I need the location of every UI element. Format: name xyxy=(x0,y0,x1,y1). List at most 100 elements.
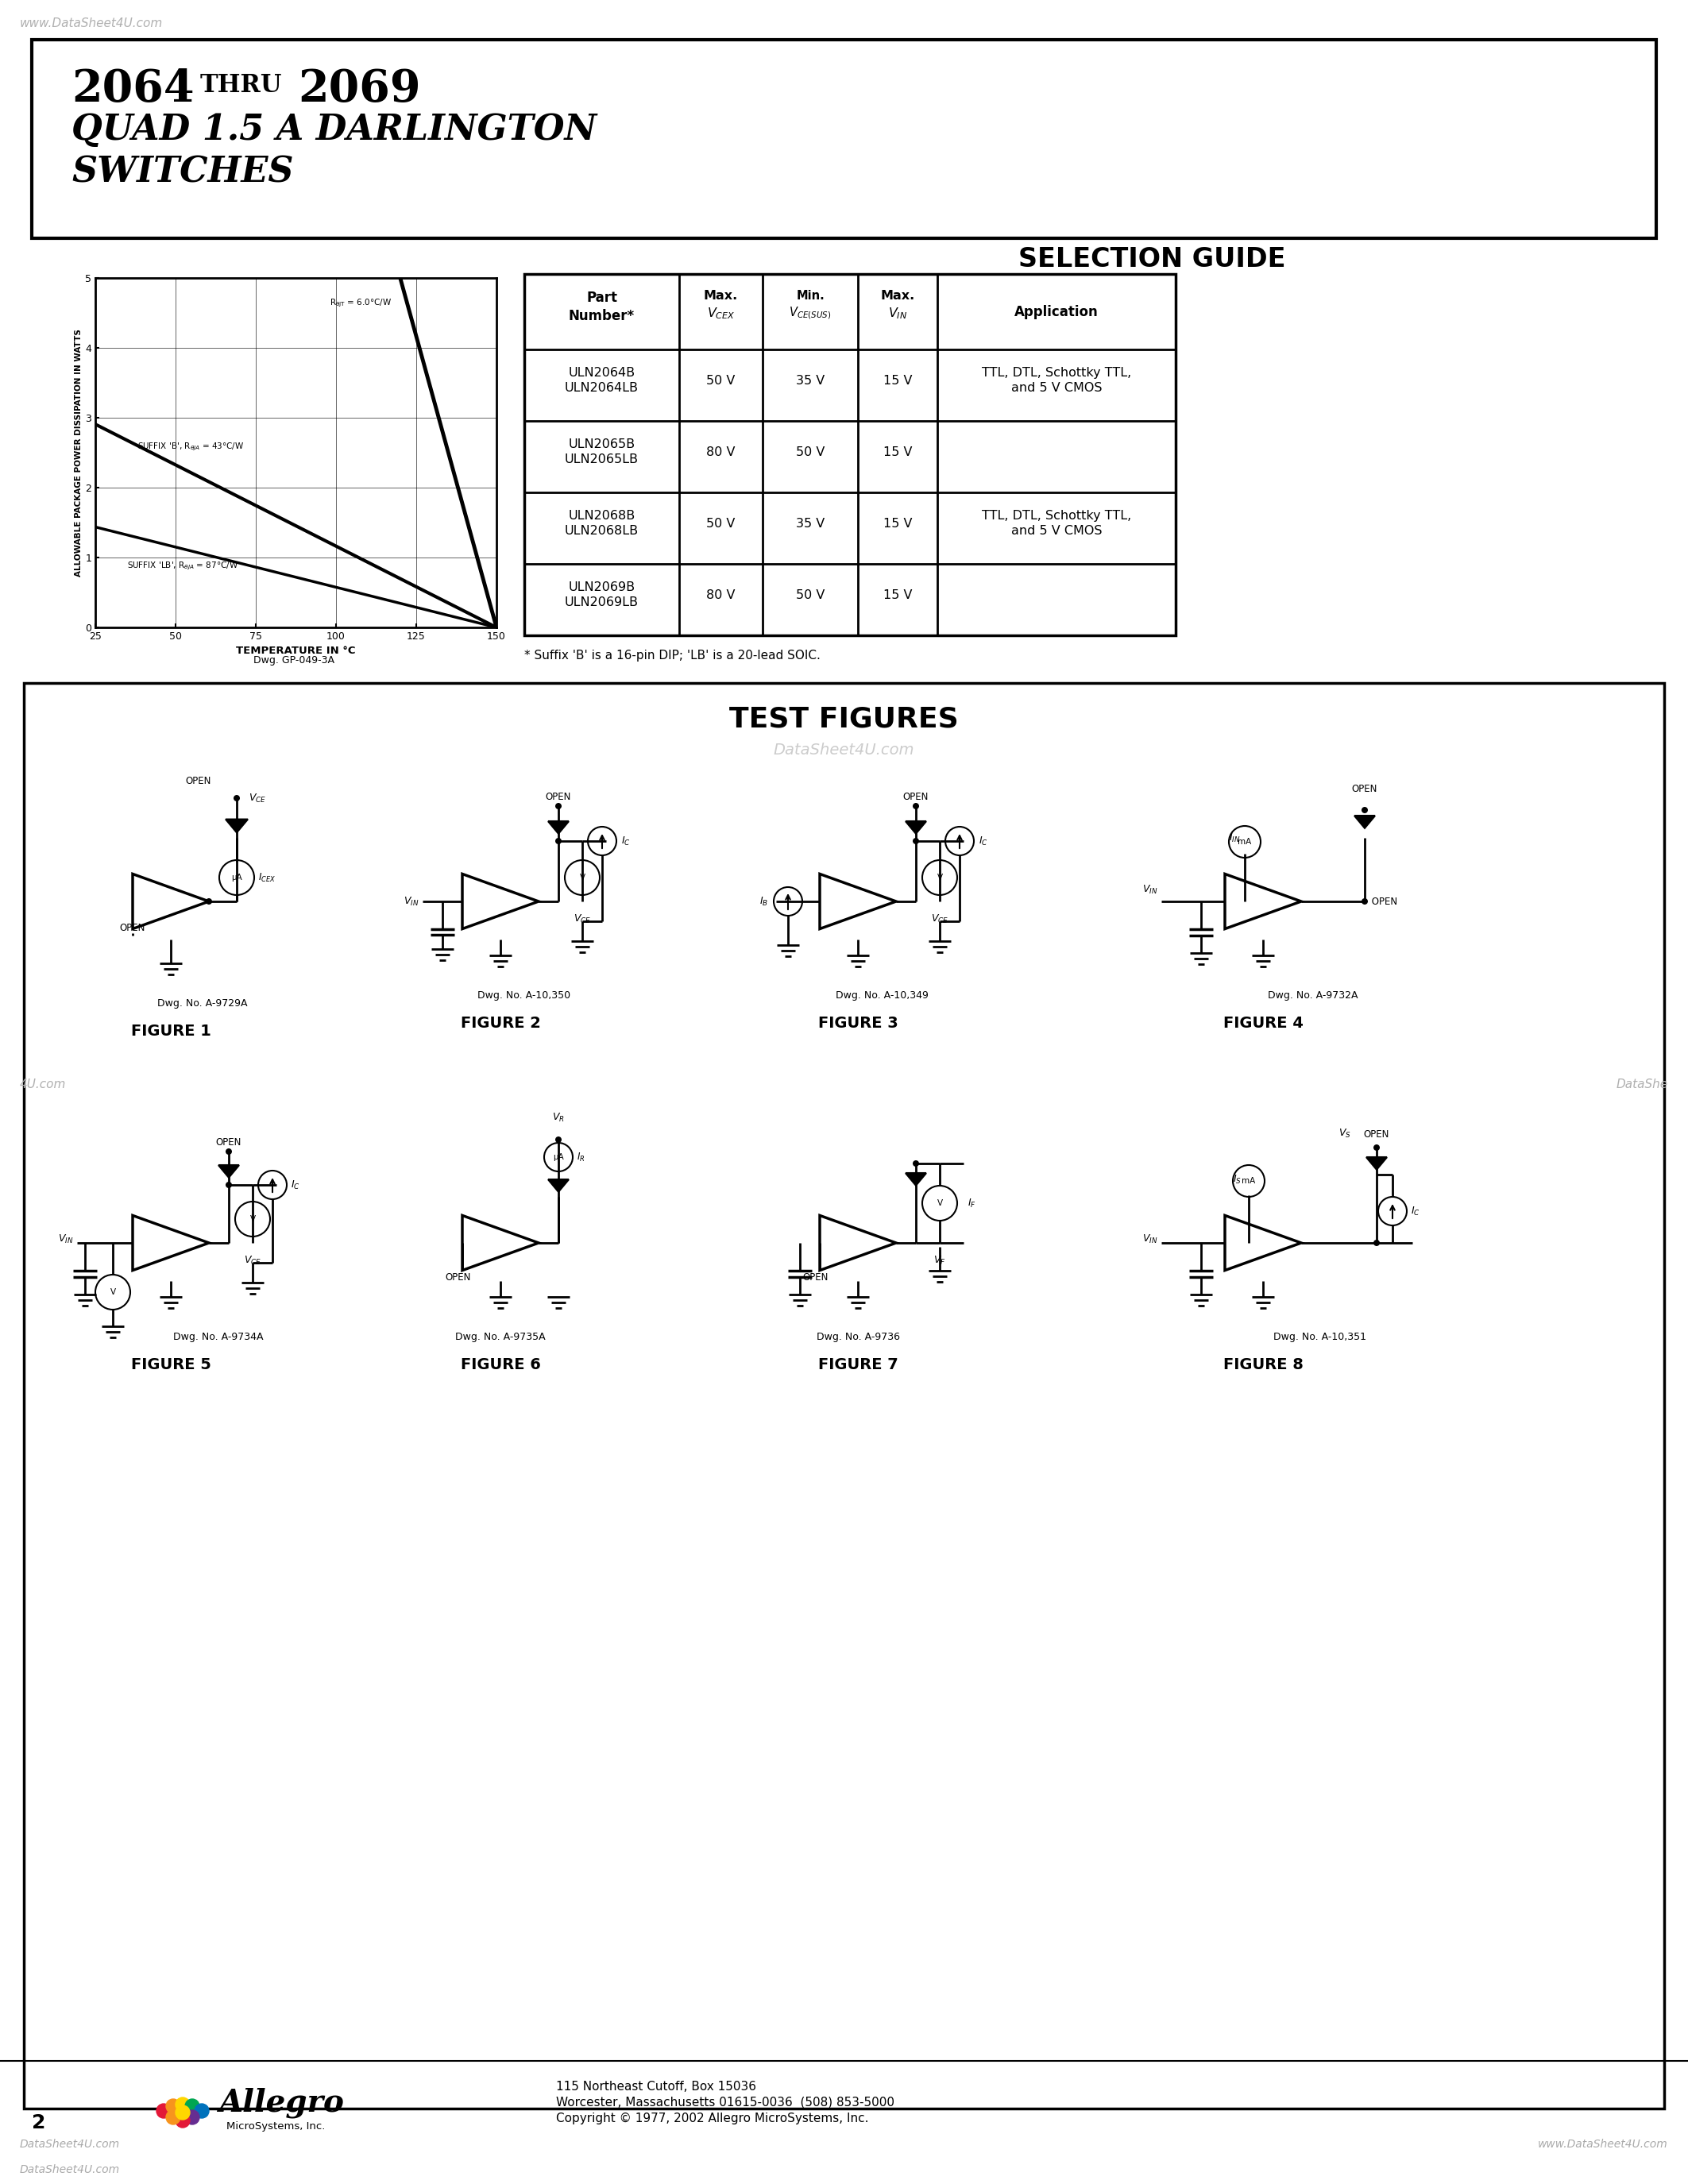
Circle shape xyxy=(1374,1144,1379,1151)
Circle shape xyxy=(565,860,599,895)
Text: ULN2069B
ULN2069LB: ULN2069B ULN2069LB xyxy=(565,581,638,609)
Text: OPEN: OPEN xyxy=(1364,1129,1389,1140)
Text: OPEN: OPEN xyxy=(446,1271,471,1282)
Text: $V_{IN}$: $V_{IN}$ xyxy=(57,1234,73,1245)
Text: $V_{CE}$: $V_{CE}$ xyxy=(248,793,267,804)
Text: www.DataSheet4U.com: www.DataSheet4U.com xyxy=(20,17,164,28)
Text: FIGURE 8: FIGURE 8 xyxy=(1222,1356,1303,1372)
Text: $I_S$: $I_S$ xyxy=(1232,1173,1242,1186)
Text: $I_F$: $I_F$ xyxy=(967,1197,976,1210)
Text: µA: µA xyxy=(231,874,241,882)
Text: $V_{IN}$: $V_{IN}$ xyxy=(1141,1234,1158,1245)
Text: Dwg. No. A-10,349: Dwg. No. A-10,349 xyxy=(836,989,928,1000)
Circle shape xyxy=(555,1136,562,1142)
Text: OPEN: OPEN xyxy=(120,922,145,933)
Text: SELECTION GUIDE: SELECTION GUIDE xyxy=(1018,247,1286,273)
Text: Dwg. No. A-9729A: Dwg. No. A-9729A xyxy=(157,998,248,1009)
Text: Dwg. No. A-9732A: Dwg. No. A-9732A xyxy=(1268,989,1359,1000)
Text: $V_{CE}$: $V_{CE}$ xyxy=(930,913,949,926)
Circle shape xyxy=(587,828,616,856)
Text: Copyright © 1977, 2002 Allegro MicroSystems, Inc.: Copyright © 1977, 2002 Allegro MicroSyst… xyxy=(555,2112,869,2125)
Text: SUFFIX 'LB', R$_{\theta JA}$ = 87°C/W: SUFFIX 'LB', R$_{\theta JA}$ = 87°C/W xyxy=(127,561,238,572)
Text: $V_S$: $V_S$ xyxy=(1339,1127,1350,1140)
Text: $V_F$: $V_F$ xyxy=(933,1256,945,1267)
Circle shape xyxy=(945,828,974,856)
Circle shape xyxy=(1377,1197,1406,1225)
Text: $V_{IN}$: $V_{IN}$ xyxy=(403,895,419,906)
Text: TEST FIGURES: TEST FIGURES xyxy=(729,705,959,732)
Text: OPEN: OPEN xyxy=(1352,784,1377,795)
Text: 4U.com: 4U.com xyxy=(20,1079,66,1090)
Text: $I_C$: $I_C$ xyxy=(1411,1206,1420,1216)
Text: V: V xyxy=(937,874,942,882)
Circle shape xyxy=(1229,826,1261,858)
Text: $I_B$: $I_B$ xyxy=(760,895,768,906)
Text: QUAD 1.5 A DARLINGTON: QUAD 1.5 A DARLINGTON xyxy=(71,114,596,146)
Circle shape xyxy=(773,887,802,915)
Circle shape xyxy=(194,2103,209,2118)
Text: OPEN: OPEN xyxy=(803,1271,829,1282)
Text: Dwg. GP-049-3A: Dwg. GP-049-3A xyxy=(253,655,334,666)
Polygon shape xyxy=(905,1173,927,1186)
Text: FIGURE 6: FIGURE 6 xyxy=(461,1356,540,1372)
Circle shape xyxy=(95,1275,130,1310)
Circle shape xyxy=(235,1201,270,1236)
Circle shape xyxy=(226,1149,231,1155)
Text: $V_{CE}$: $V_{CE}$ xyxy=(243,1256,262,1267)
Polygon shape xyxy=(820,1216,896,1271)
Text: DataSheet4U.com: DataSheet4U.com xyxy=(20,2138,120,2149)
Text: V: V xyxy=(110,1289,115,1295)
Text: $I_R$: $I_R$ xyxy=(577,1151,586,1164)
Text: 35 V: 35 V xyxy=(795,373,825,387)
Text: mA: mA xyxy=(1242,1177,1256,1186)
Circle shape xyxy=(157,2103,170,2118)
Text: THRU: THRU xyxy=(201,72,282,98)
Polygon shape xyxy=(1225,874,1301,928)
Text: $I_C$: $I_C$ xyxy=(621,834,631,847)
Circle shape xyxy=(176,2097,189,2112)
Text: 50 V: 50 V xyxy=(795,590,825,601)
Circle shape xyxy=(922,860,957,895)
Polygon shape xyxy=(218,1166,240,1177)
Text: DataSheet4U.com: DataSheet4U.com xyxy=(773,743,915,758)
Text: Worcester, Massachusetts 01615-0036  (508) 853-5000: Worcester, Massachusetts 01615-0036 (508… xyxy=(555,2097,895,2108)
Text: V: V xyxy=(937,1199,942,1208)
Text: V: V xyxy=(579,874,586,882)
Circle shape xyxy=(165,2110,181,2125)
Text: OPEN: OPEN xyxy=(1369,895,1398,906)
Circle shape xyxy=(544,1142,572,1171)
Circle shape xyxy=(913,1160,918,1166)
Text: ULN2065B
ULN2065LB: ULN2065B ULN2065LB xyxy=(565,439,638,465)
Text: Dwg. No. A-9735A: Dwg. No. A-9735A xyxy=(456,1332,545,1341)
Text: µA: µA xyxy=(554,1153,564,1162)
Text: $I_{IN}$: $I_{IN}$ xyxy=(1229,832,1241,843)
Text: Dwg. No. A-10,351: Dwg. No. A-10,351 xyxy=(1273,1332,1366,1341)
Circle shape xyxy=(226,1182,231,1188)
X-axis label: TEMPERATURE IN °C: TEMPERATURE IN °C xyxy=(236,646,356,657)
Circle shape xyxy=(165,2099,181,2114)
Text: FIGURE 3: FIGURE 3 xyxy=(819,1016,898,1031)
Circle shape xyxy=(176,2114,189,2127)
Text: $V_{CE}$: $V_{CE}$ xyxy=(574,913,591,926)
Text: 15 V: 15 V xyxy=(883,590,912,601)
Text: 2: 2 xyxy=(32,2112,46,2132)
Text: ULN2064B
ULN2064LB: ULN2064B ULN2064LB xyxy=(565,367,638,395)
Polygon shape xyxy=(1225,1216,1301,1271)
Text: $I_C$: $I_C$ xyxy=(290,1179,300,1190)
Polygon shape xyxy=(133,1216,209,1271)
Text: FIGURE 1: FIGURE 1 xyxy=(130,1024,211,1037)
Text: * Suffix 'B' is a 16-pin DIP; 'LB' is a 20-lead SOIC.: * Suffix 'B' is a 16-pin DIP; 'LB' is a … xyxy=(525,649,820,662)
Text: 15 V: 15 V xyxy=(883,518,912,529)
Polygon shape xyxy=(549,1179,569,1192)
Text: Application: Application xyxy=(1014,304,1099,319)
Circle shape xyxy=(922,1186,957,1221)
Text: $I_{CEX}$: $I_{CEX}$ xyxy=(258,871,275,885)
Circle shape xyxy=(176,2105,189,2121)
Circle shape xyxy=(186,2099,199,2114)
Text: OPEN: OPEN xyxy=(903,793,928,802)
Circle shape xyxy=(555,839,562,845)
Polygon shape xyxy=(1366,1158,1388,1171)
Text: 2064: 2064 xyxy=(71,68,194,111)
Polygon shape xyxy=(463,874,538,928)
Circle shape xyxy=(186,2110,199,2125)
